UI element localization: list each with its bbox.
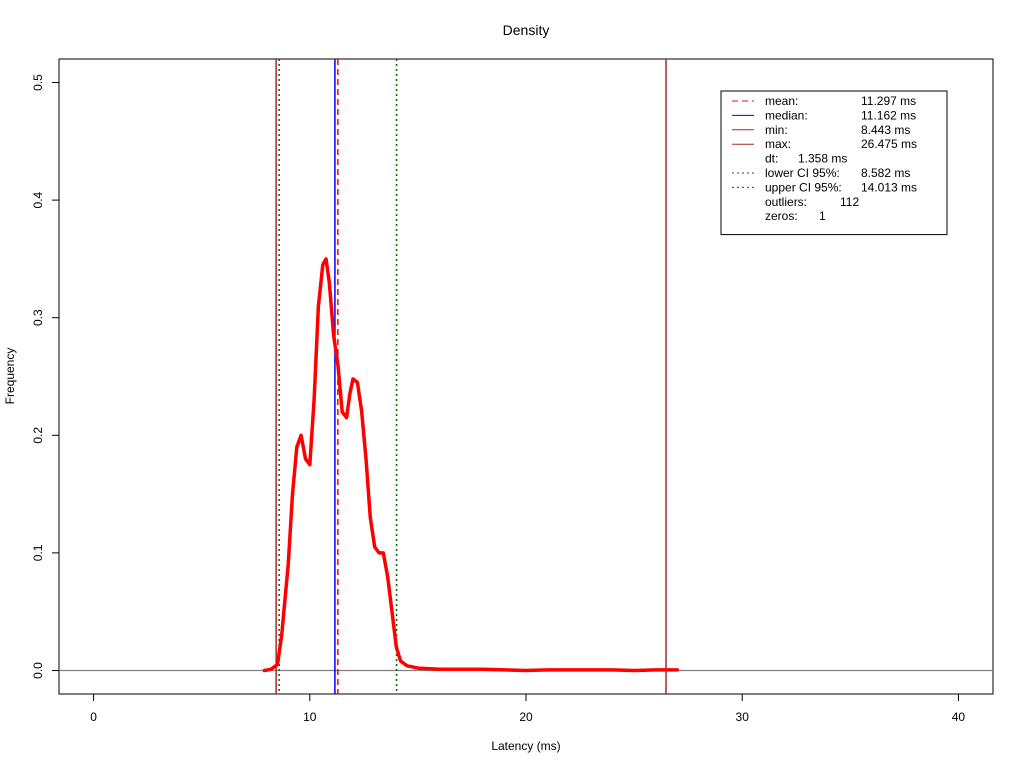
legend-value: 26.475 ms [861,137,917,151]
x-tick-label: 0 [90,710,97,724]
y-axis: 0.0 0.1 0.2 0.3 0.4 0.5 [31,74,60,679]
x-axis: 0 10 20 30 40 [90,693,966,724]
legend-label: zeros: [765,209,798,223]
legend-value: 1 [819,209,826,223]
y-tick-label: 0.2 [31,427,45,444]
legend-label: mean: [765,94,798,108]
legend-value: 11.162 ms [861,108,916,122]
density-curve [262,257,680,673]
x-tick-label: 40 [952,710,966,724]
legend-label: median: [765,108,808,122]
legend-label: min: [765,123,788,137]
legend-value: 112 [840,195,859,209]
y-tick-label: 0.3 [31,309,45,326]
legend: mean: 11.297 ms median: 11.162 ms min: 8.443 … [720,90,948,236]
y-tick-label: 0.5 [31,74,45,91]
plot-area [59,59,993,694]
legend-label: dt: [765,152,778,166]
legend-value: 8.582 ms [861,166,910,180]
legend-value: 14.013 ms [861,180,917,194]
legend-label: upper CI 95%: [765,180,842,194]
legend-label: max: [765,137,791,151]
x-tick-label: 20 [519,710,533,724]
y-tick-label: 0.1 [31,544,45,561]
legend-value: 8.443 ms [861,123,910,137]
legend-label: lower CI 95%: [765,166,840,180]
x-tick-label: 10 [303,710,317,724]
legend-value: 11.297 ms [861,94,916,108]
legend-box [720,90,948,236]
y-tick-label: 0.4 [31,191,45,208]
chart-title: Density [503,22,550,38]
x-tick-label: 30 [736,710,750,724]
y-tick-label: 0.0 [31,662,45,679]
x-axis-label: Latency (ms) [491,739,560,753]
legend-value: 1.358 ms [798,152,847,166]
legend-label: outliers: [765,195,807,209]
y-axis-label: Frequency [3,348,17,405]
